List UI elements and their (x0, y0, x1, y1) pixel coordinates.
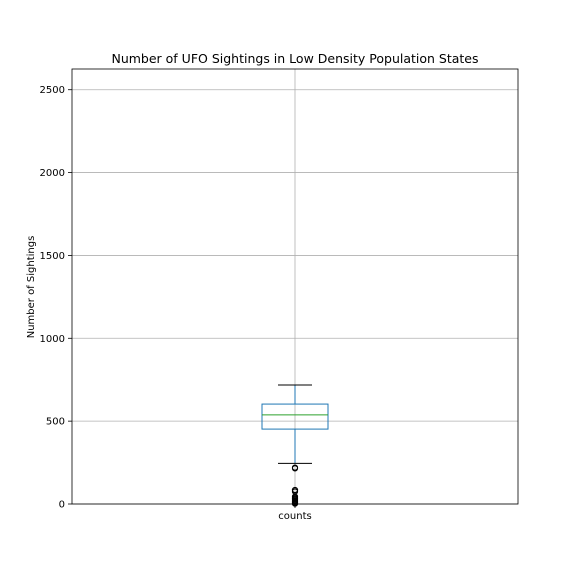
y-tick-label: 2000 (40, 168, 65, 179)
y-tick-label: 2500 (40, 85, 65, 96)
iqr-box (261, 403, 329, 430)
chart-title: Number of UFO Sightings in Low Density P… (111, 51, 478, 66)
y-tick-label: 0 (59, 500, 65, 511)
y-tick-label: 1500 (40, 251, 65, 262)
outlier-point (291, 486, 299, 494)
y-axis-label: Number of Sightings (26, 236, 37, 339)
y-tick-label: 1000 (40, 334, 65, 345)
outlier-point (291, 464, 299, 471)
y-tick-label: 500 (46, 417, 65, 428)
grid-layer (72, 69, 518, 505)
plot-layer (261, 384, 329, 507)
x-tick-label: counts (278, 511, 311, 522)
